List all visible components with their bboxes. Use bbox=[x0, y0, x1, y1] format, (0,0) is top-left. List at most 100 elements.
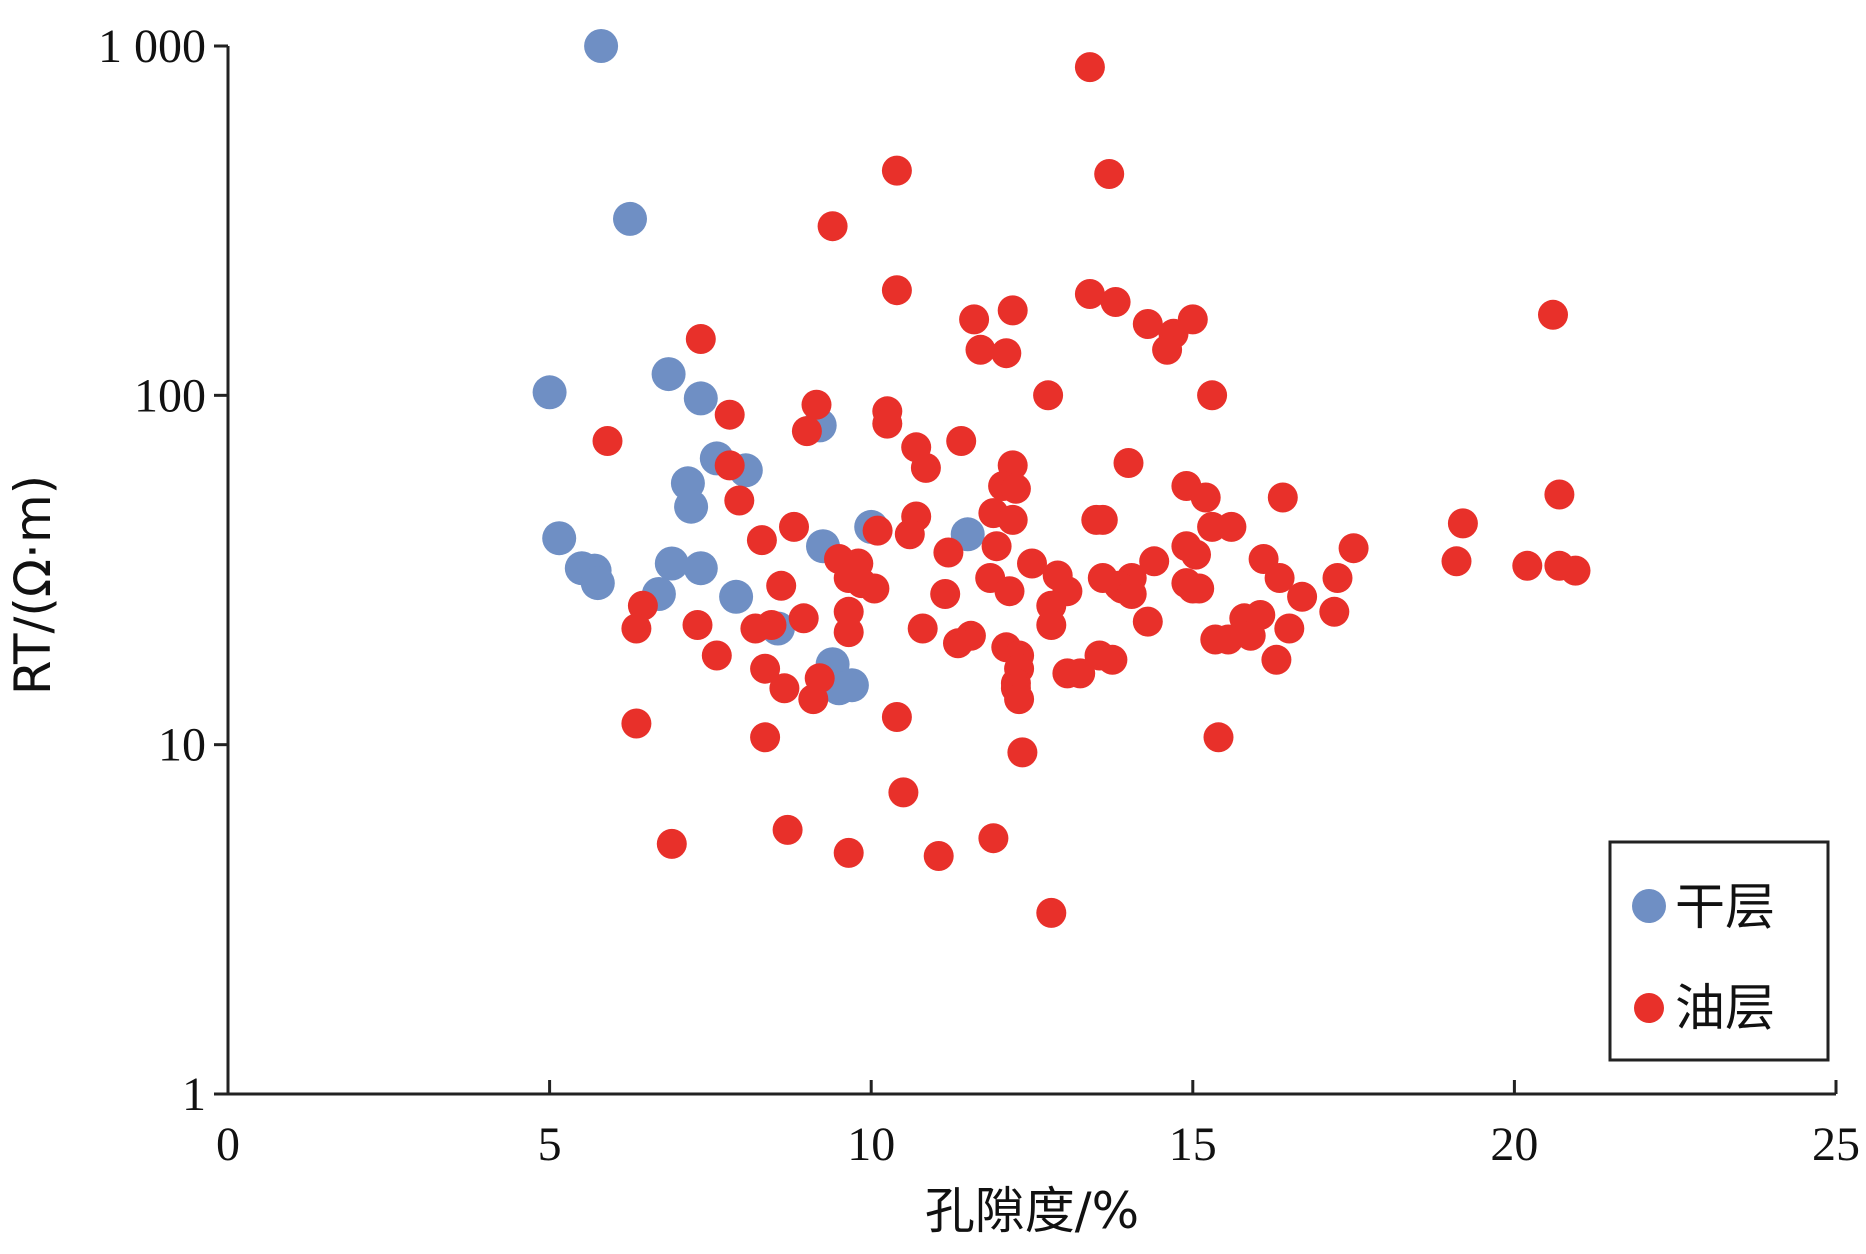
oil-layer-point bbox=[1319, 596, 1350, 627]
oil-layer-point bbox=[881, 702, 912, 732]
oil-layer-point bbox=[750, 722, 781, 753]
x-tick-label: 25 bbox=[1812, 1118, 1860, 1171]
oil-layer-point bbox=[714, 399, 745, 430]
oil-layer-point bbox=[1181, 539, 1211, 570]
x-axis: 0 5 10 15 20 25 bbox=[216, 1080, 1860, 1171]
oil-layer-point bbox=[933, 537, 964, 568]
legend-box bbox=[1608, 840, 1830, 1062]
dry-layer-point bbox=[532, 375, 567, 410]
x-axis-title: 孔隙度/% bbox=[925, 1182, 1139, 1240]
oil-layer-point bbox=[1447, 508, 1478, 539]
oil-layer-point bbox=[943, 628, 973, 659]
oil-layer-point bbox=[910, 452, 941, 483]
oil-layer-point bbox=[946, 426, 977, 456]
oil-layer-point bbox=[833, 837, 864, 868]
oil-layer-point bbox=[1100, 287, 1131, 317]
oil-layer-point bbox=[788, 603, 819, 634]
x-tick-label: 10 bbox=[847, 1118, 895, 1171]
oil-layer-point bbox=[997, 295, 1028, 326]
oil-layer-point bbox=[1322, 563, 1353, 593]
dry-layer-point bbox=[542, 521, 577, 556]
oil-layer-point bbox=[1216, 511, 1247, 542]
oil-layer-point bbox=[1007, 737, 1038, 768]
oil-layer-point bbox=[1184, 573, 1215, 604]
oil-layer-point bbox=[1213, 624, 1244, 655]
oil-layer-point bbox=[766, 570, 797, 601]
oil-layer-point bbox=[981, 531, 1012, 562]
y-tick-label: 1 bbox=[182, 1068, 206, 1121]
oil-layer-point bbox=[997, 504, 1028, 535]
oil-layer-point bbox=[1094, 159, 1125, 189]
oil-layer-point bbox=[1033, 380, 1064, 411]
oil-layer-point bbox=[1017, 548, 1047, 579]
oil-layer-point bbox=[991, 338, 1022, 369]
oil-layer-point bbox=[1116, 579, 1147, 609]
oil-layer-point bbox=[801, 389, 832, 420]
oil-layer-point bbox=[923, 841, 954, 871]
oil-layer-point bbox=[1197, 380, 1228, 411]
y-axis-title: RT/(Ω·m) bbox=[4, 475, 62, 695]
oil-layer-point bbox=[656, 828, 687, 859]
oil-layer-point bbox=[1132, 309, 1163, 339]
dry-layer-point bbox=[651, 357, 686, 392]
oil-layer-point bbox=[621, 708, 652, 739]
dry-layer-point bbox=[719, 579, 754, 614]
dry-layer-point bbox=[613, 201, 647, 236]
dry-layer-point bbox=[683, 551, 718, 586]
oil-layer-point bbox=[1264, 563, 1295, 593]
legend: 干层 油层 bbox=[1608, 840, 1830, 1062]
oil-layer-point bbox=[1261, 644, 1292, 675]
oil-layer-point bbox=[1512, 550, 1543, 581]
oil-layer-point bbox=[1441, 546, 1472, 577]
oil-layer-point bbox=[1538, 299, 1568, 330]
oil-layer-point bbox=[1338, 533, 1369, 564]
dry-layer-point bbox=[834, 668, 869, 703]
oil-layer-point bbox=[1000, 473, 1031, 504]
dry-layer-point bbox=[580, 566, 615, 601]
oil-layer-point bbox=[1132, 606, 1163, 637]
oil-layer-point bbox=[930, 579, 961, 609]
y-tick-label: 100 bbox=[134, 369, 206, 422]
oil-layer-point bbox=[907, 613, 938, 644]
oil-layer-point bbox=[1139, 546, 1170, 577]
oil-layer-point bbox=[1113, 448, 1144, 478]
oil-layer-point bbox=[888, 777, 919, 808]
oil-layer-point bbox=[685, 324, 716, 354]
oil-layer-point bbox=[894, 519, 925, 550]
oil-layer-point bbox=[1074, 52, 1105, 83]
oil-layer-point bbox=[1544, 479, 1575, 510]
y-tick-label: 10 bbox=[158, 719, 206, 772]
dry-layer-point bbox=[674, 489, 709, 524]
oil-layer-point bbox=[1287, 581, 1318, 612]
oil-layer-point bbox=[1097, 644, 1128, 675]
oil-layer-point bbox=[1065, 658, 1096, 689]
legend-label-oil: 油层 bbox=[1675, 979, 1775, 1037]
oil-layer-point bbox=[965, 334, 996, 365]
oil-layer-point bbox=[627, 590, 658, 621]
oil-layer-point bbox=[994, 576, 1025, 607]
dry-layer-point bbox=[654, 546, 689, 581]
oil-layer-point bbox=[592, 426, 623, 456]
y-tick-label: 1 000 bbox=[98, 20, 206, 73]
oil-layer-point bbox=[881, 275, 912, 306]
x-tick-label: 20 bbox=[1490, 1118, 1538, 1171]
oil-layer-point bbox=[791, 416, 822, 447]
oil-layer-point bbox=[1190, 482, 1221, 513]
dry-layer-point bbox=[683, 381, 718, 416]
x-tick-label: 5 bbox=[538, 1118, 562, 1171]
x-tick-label: 0 bbox=[216, 1118, 240, 1171]
dry-layer-point bbox=[584, 29, 619, 63]
oil-layer-point bbox=[772, 814, 803, 845]
oil-layer-point bbox=[859, 573, 890, 604]
oil-layer-point bbox=[798, 684, 829, 715]
oil-layer-point bbox=[959, 304, 990, 335]
oil-layer-point bbox=[1004, 684, 1035, 715]
oil-layer-point bbox=[1152, 334, 1183, 365]
y-axis: 1 10 100 1 000 bbox=[98, 20, 228, 1121]
oil-layer-point bbox=[872, 408, 903, 439]
oil-layer-point bbox=[1203, 722, 1234, 753]
legend-marker-dry bbox=[1632, 889, 1666, 923]
oil-layer-point bbox=[1036, 897, 1067, 928]
oil-layer-point bbox=[833, 617, 864, 648]
